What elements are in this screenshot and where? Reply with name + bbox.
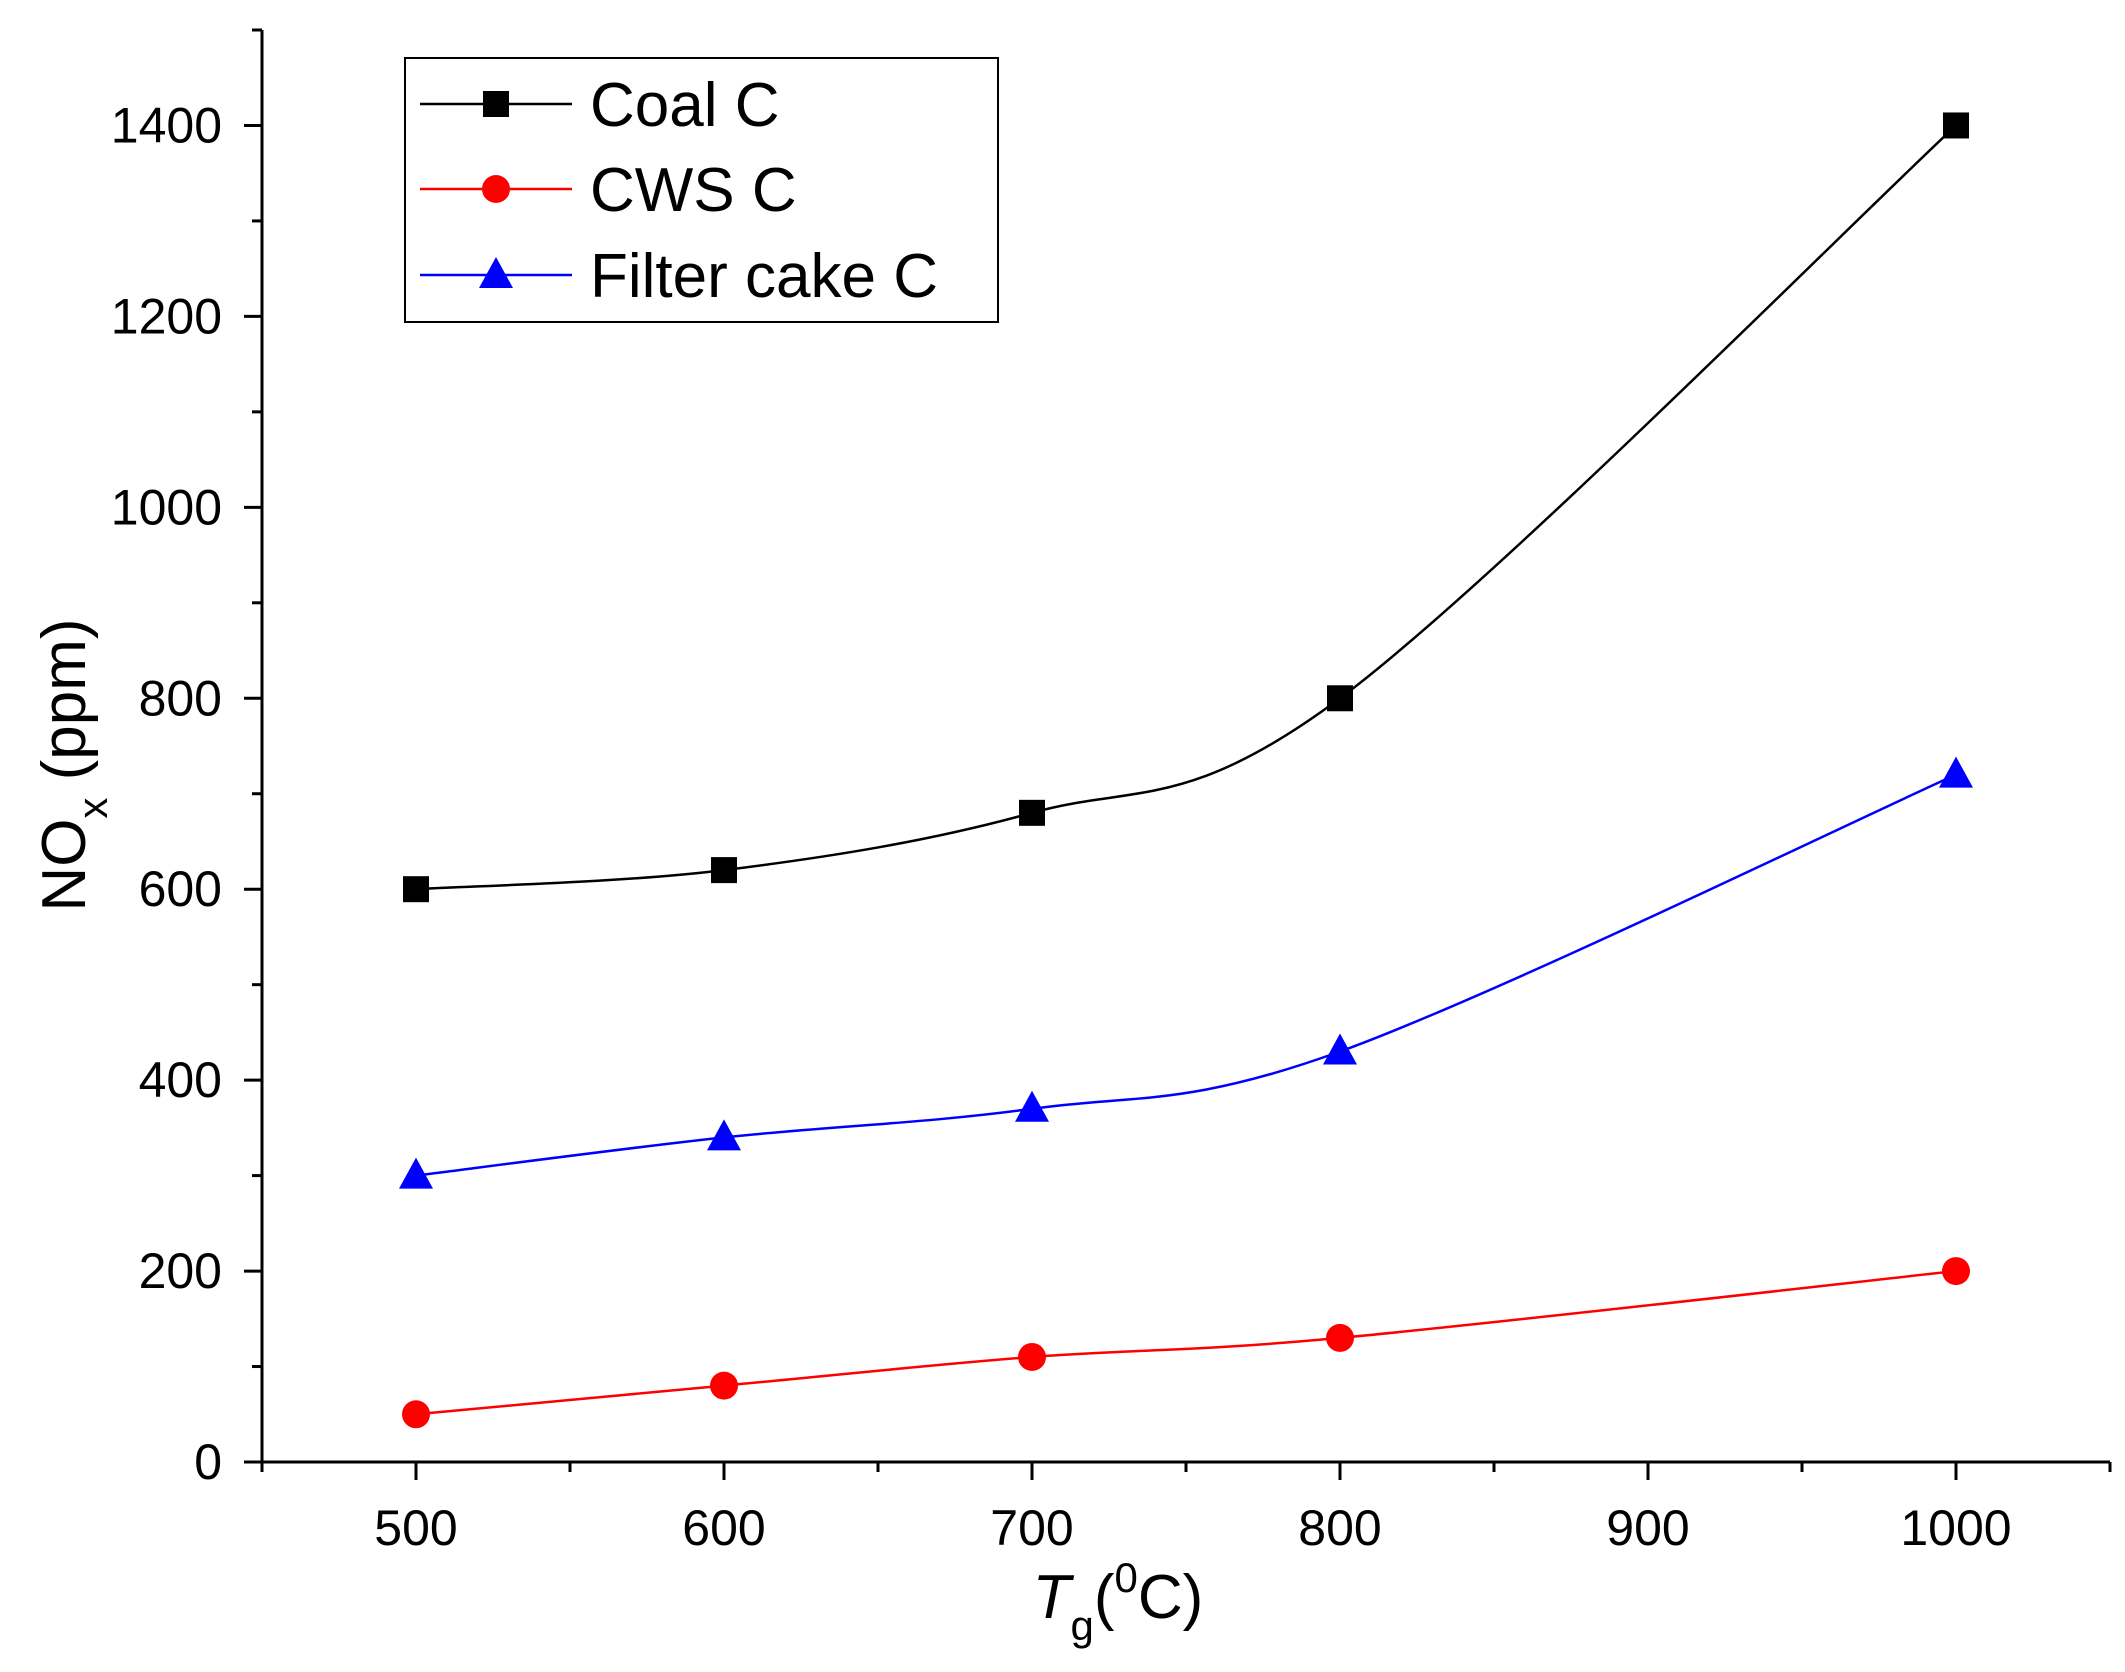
series-line bbox=[415, 1269, 1957, 1416]
data-point bbox=[710, 1371, 738, 1400]
y-tick-label: 800 bbox=[139, 670, 222, 726]
legend-marker bbox=[479, 257, 513, 288]
legend-label: Filter cake C bbox=[590, 242, 938, 311]
series-layer bbox=[399, 112, 1973, 1429]
data-point bbox=[1939, 756, 1973, 788]
series-2 bbox=[399, 756, 1973, 1189]
series-line bbox=[415, 124, 1957, 891]
data-point bbox=[1326, 1323, 1354, 1352]
axes: 500 600 700 800 900 1000 0 200 400 600 800 1000 1200… bbox=[111, 28, 2112, 1556]
data-point bbox=[1942, 1257, 1970, 1286]
y-tick-label: 1200 bbox=[111, 288, 222, 344]
y-tick-label: 400 bbox=[139, 1052, 222, 1108]
x-tick-label: 1000 bbox=[1900, 1500, 2011, 1556]
data-point bbox=[1019, 799, 1045, 826]
y-tick-label: 600 bbox=[139, 861, 222, 917]
data-point bbox=[1018, 1342, 1046, 1371]
x-tick-label: 900 bbox=[1606, 1500, 1689, 1556]
x-tick-label: 500 bbox=[374, 1500, 457, 1556]
data-point bbox=[1015, 1090, 1049, 1122]
series-0 bbox=[403, 112, 1969, 903]
data-point bbox=[1943, 112, 1969, 139]
y-tick-label: 200 bbox=[139, 1243, 222, 1299]
data-point bbox=[403, 876, 429, 903]
legend-label: Coal C bbox=[590, 71, 780, 140]
series-1 bbox=[402, 1257, 1970, 1429]
data-point bbox=[1327, 685, 1353, 712]
series-line bbox=[415, 773, 1957, 1177]
x-axis-title: Tg(0C) bbox=[1033, 1554, 1204, 1649]
x-tick-label: 600 bbox=[682, 1500, 765, 1556]
y-tick-label: 1000 bbox=[111, 479, 222, 535]
data-point bbox=[711, 857, 737, 884]
y-axis-title: NOx (ppm) bbox=[30, 618, 116, 911]
x-tick-label: 800 bbox=[1298, 1500, 1381, 1556]
legend-label: CWS C bbox=[590, 156, 797, 225]
data-point bbox=[399, 1157, 433, 1189]
legend-marker bbox=[482, 175, 510, 203]
x-tick-label: 700 bbox=[990, 1500, 1073, 1556]
y-tick-label: 1400 bbox=[111, 97, 222, 153]
data-point bbox=[707, 1119, 741, 1151]
data-point bbox=[1323, 1033, 1357, 1065]
y-tick-label: 0 bbox=[194, 1434, 222, 1490]
data-point bbox=[402, 1400, 430, 1429]
legend: Coal C CWS C Filter cake C bbox=[404, 57, 999, 323]
legend-marker bbox=[483, 91, 509, 117]
